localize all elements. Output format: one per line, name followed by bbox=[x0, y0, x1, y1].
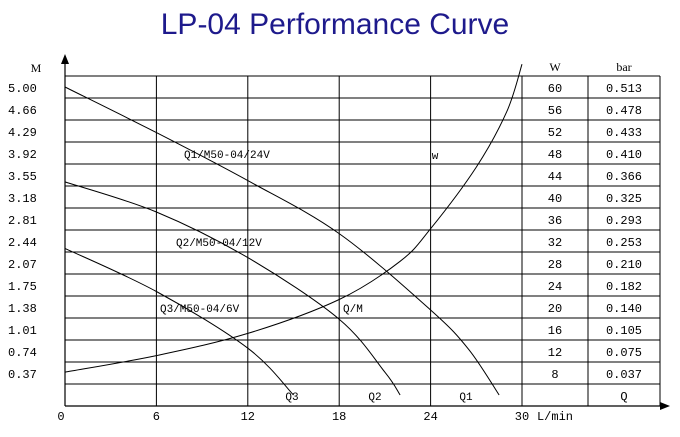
series-end-label: Q1 bbox=[459, 392, 473, 404]
y-axis-arrow bbox=[61, 54, 69, 64]
table-cell-bar: 0.037 bbox=[606, 368, 642, 382]
chart-series: Q1/M50-04/24V Q1 Q2/M50-04/12V Q2 Q3/M50-04/… bbox=[64, 64, 523, 404]
table-cell-w: 12 bbox=[548, 346, 562, 360]
table-cell-bar: 0.513 bbox=[606, 82, 642, 96]
axis-tick-labels: 5.00 4.66 4.29 3.92 3.55 3.18 2.81 2.44 2.07 1.75… bbox=[8, 82, 529, 424]
table-cell-w: 20 bbox=[548, 302, 562, 316]
table-cell-w: 56 bbox=[548, 104, 562, 118]
table-cell-w: 28 bbox=[548, 258, 562, 272]
table-cell-bar: 0.253 bbox=[606, 236, 642, 250]
table-cell-bar: 0.366 bbox=[606, 170, 642, 184]
table-footer: Q bbox=[620, 390, 627, 404]
table-cell-bar: 0.433 bbox=[606, 126, 642, 140]
table-cell-w: 44 bbox=[548, 170, 562, 184]
series-end-label: Q3 bbox=[285, 392, 298, 404]
series-line bbox=[64, 181, 401, 396]
y-tick-label: 4.29 bbox=[8, 126, 37, 140]
y-tick-label: 0.37 bbox=[8, 368, 37, 382]
table-cell-w: 52 bbox=[548, 126, 562, 140]
table-cell-bar: 0.410 bbox=[606, 148, 642, 162]
y-tick-label: 3.55 bbox=[8, 170, 37, 184]
y-tick-label: 1.01 bbox=[8, 324, 37, 338]
x-tick-label: 12 bbox=[241, 410, 255, 424]
series-label: Q3/M50-04/6V bbox=[160, 304, 240, 316]
series-line bbox=[64, 86, 500, 396]
table-header-bar: bar bbox=[616, 60, 631, 74]
x-tick-label: 24 bbox=[423, 410, 437, 424]
y-tick-label: 4.66 bbox=[8, 104, 37, 118]
table-cell-bar: 0.478 bbox=[606, 104, 642, 118]
table-cell-w: 8 bbox=[551, 368, 558, 382]
y-tick-label: 2.81 bbox=[8, 214, 37, 228]
series-label: Q2/M50-04/12V bbox=[176, 238, 262, 250]
y-tick-label: 2.44 bbox=[8, 236, 37, 250]
series-marker-label: w bbox=[432, 151, 439, 163]
y-tick-label: 1.38 bbox=[8, 302, 37, 316]
table-cell-w: 32 bbox=[548, 236, 562, 250]
x-axis-label: L/min bbox=[537, 410, 573, 424]
table-cell-w: 16 bbox=[548, 324, 562, 338]
y-tick-label: 3.18 bbox=[8, 192, 37, 206]
x-tick-label: 6 bbox=[153, 410, 160, 424]
table-cell-w: 40 bbox=[548, 192, 562, 206]
y-tick-label: 1.75 bbox=[8, 280, 37, 294]
table-cell-bar: 0.210 bbox=[606, 258, 642, 272]
table-cell-w: 60 bbox=[548, 82, 562, 96]
chart-title: LP-04 Performance Curve bbox=[161, 8, 510, 41]
table-cell-bar: 0.105 bbox=[606, 324, 642, 338]
series-label: Q/M bbox=[343, 304, 363, 316]
series-end-label: Q2 bbox=[368, 392, 381, 404]
table-cell-bar: 0.325 bbox=[606, 192, 642, 206]
table-cell-bar: 0.293 bbox=[606, 214, 642, 228]
x-tick-label: 18 bbox=[332, 410, 346, 424]
series-line bbox=[64, 64, 523, 373]
y-tick-label: 3.92 bbox=[8, 148, 37, 162]
series-label: Q1/M50-04/24V bbox=[184, 150, 270, 162]
series-line bbox=[64, 247, 294, 396]
chart-axes bbox=[61, 54, 670, 410]
table-cell-w: 48 bbox=[548, 148, 562, 162]
x-tick-label: 30 bbox=[515, 410, 529, 424]
y-tick-label: 0.74 bbox=[8, 346, 37, 360]
table-cell-bar: 0.182 bbox=[606, 280, 642, 294]
y-tick-label: 2.07 bbox=[8, 258, 37, 272]
table-cell-bar: 0.075 bbox=[606, 346, 642, 360]
x-axis-arrow bbox=[660, 402, 670, 410]
table-cell-bar: 0.140 bbox=[606, 302, 642, 316]
y-axis-label: M bbox=[31, 61, 42, 75]
table-cell-w: 36 bbox=[548, 214, 562, 228]
table-header-w: W bbox=[549, 60, 561, 74]
table-cell-w: 24 bbox=[548, 280, 562, 294]
x-tick-label: 0 bbox=[57, 410, 64, 424]
y-tick-label: 5.00 bbox=[8, 82, 37, 96]
